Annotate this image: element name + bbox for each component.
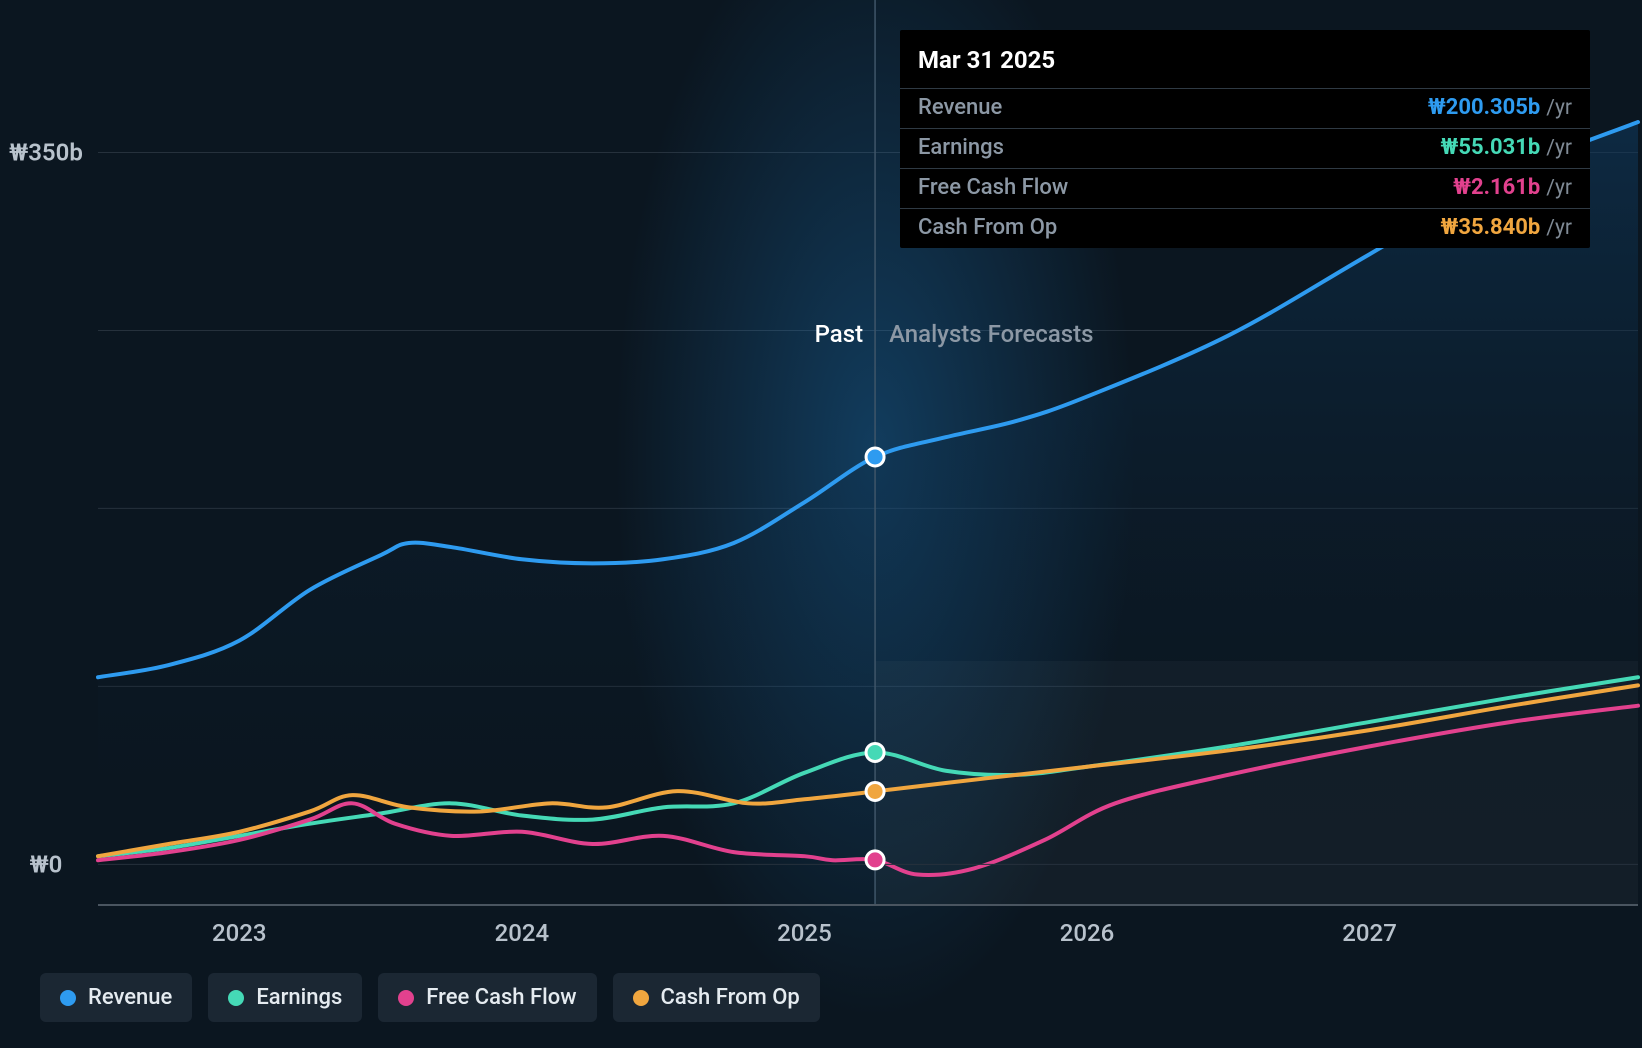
y-tick-label: ₩350b xyxy=(9,139,83,167)
chart-legend: Revenue Earnings Free Cash Flow Cash From O… xyxy=(40,973,820,1022)
tooltip-row-value: ₩55.031b xyxy=(1441,135,1541,160)
tooltip-row: Earnings ₩55.031b/yr xyxy=(900,128,1590,168)
tooltip-row: Free Cash Flow ₩2.161b/yr xyxy=(900,168,1590,208)
legend-item-label: Free Cash Flow xyxy=(426,985,576,1010)
legend-item-label: Earnings xyxy=(256,985,342,1010)
marker-earnings xyxy=(866,743,884,761)
tooltip-row-value: ₩200.305b xyxy=(1428,95,1540,120)
legend-item-label: Cash From Op xyxy=(661,985,800,1010)
legend-item-fcf[interactable]: Free Cash Flow xyxy=(378,973,596,1022)
legend-dot-icon xyxy=(60,990,76,1006)
legend-item-revenue[interactable]: Revenue xyxy=(40,973,192,1022)
x-tick-label: 2027 xyxy=(1342,919,1397,947)
tooltip-row-unit: /yr xyxy=(1546,96,1572,120)
tooltip-row-label: Revenue xyxy=(918,95,1002,120)
marker-fcf xyxy=(866,851,884,869)
tooltip-date: Mar 31 2025 xyxy=(900,30,1590,88)
legend-item-earnings[interactable]: Earnings xyxy=(208,973,362,1022)
tooltip-row-label: Free Cash Flow xyxy=(918,175,1068,200)
x-tick-label: 2025 xyxy=(777,919,832,947)
forecast-label: Analysts Forecasts xyxy=(889,320,1093,348)
hover-tooltip: Mar 31 2025 Revenue ₩200.305b/yr Earnings ₩… xyxy=(900,30,1590,248)
tooltip-row-label: Cash From Op xyxy=(918,215,1057,240)
past-label: Past xyxy=(815,320,863,348)
legend-dot-icon xyxy=(633,990,649,1006)
legend-dot-icon xyxy=(398,990,414,1006)
y-tick-label: ₩0 xyxy=(30,850,63,878)
tooltip-row-value: ₩2.161b xyxy=(1453,175,1540,200)
tooltip-row-value: ₩35.840b xyxy=(1441,215,1541,240)
legend-item-label: Revenue xyxy=(88,985,172,1010)
tooltip-row-label: Earnings xyxy=(918,135,1004,160)
marker-cfo xyxy=(866,782,884,800)
x-tick-label: 2023 xyxy=(212,919,267,947)
legend-item-cfo[interactable]: Cash From Op xyxy=(613,973,820,1022)
marker-revenue xyxy=(866,448,884,466)
financial-forecast-chart[interactable]: ₩0 ₩350b 2023 2024 2025 2026 2027 Past Analyst… xyxy=(0,0,1642,1048)
tooltip-row: Cash From Op ₩35.840b/yr xyxy=(900,208,1590,248)
tooltip-row-unit: /yr xyxy=(1546,176,1572,200)
tooltip-row: Revenue ₩200.305b/yr xyxy=(900,88,1590,128)
legend-dot-icon xyxy=(228,990,244,1006)
x-tick-label: 2026 xyxy=(1060,919,1115,947)
tooltip-row-unit: /yr xyxy=(1546,136,1572,160)
tooltip-row-unit: /yr xyxy=(1546,216,1572,240)
x-tick-label: 2024 xyxy=(495,919,550,947)
